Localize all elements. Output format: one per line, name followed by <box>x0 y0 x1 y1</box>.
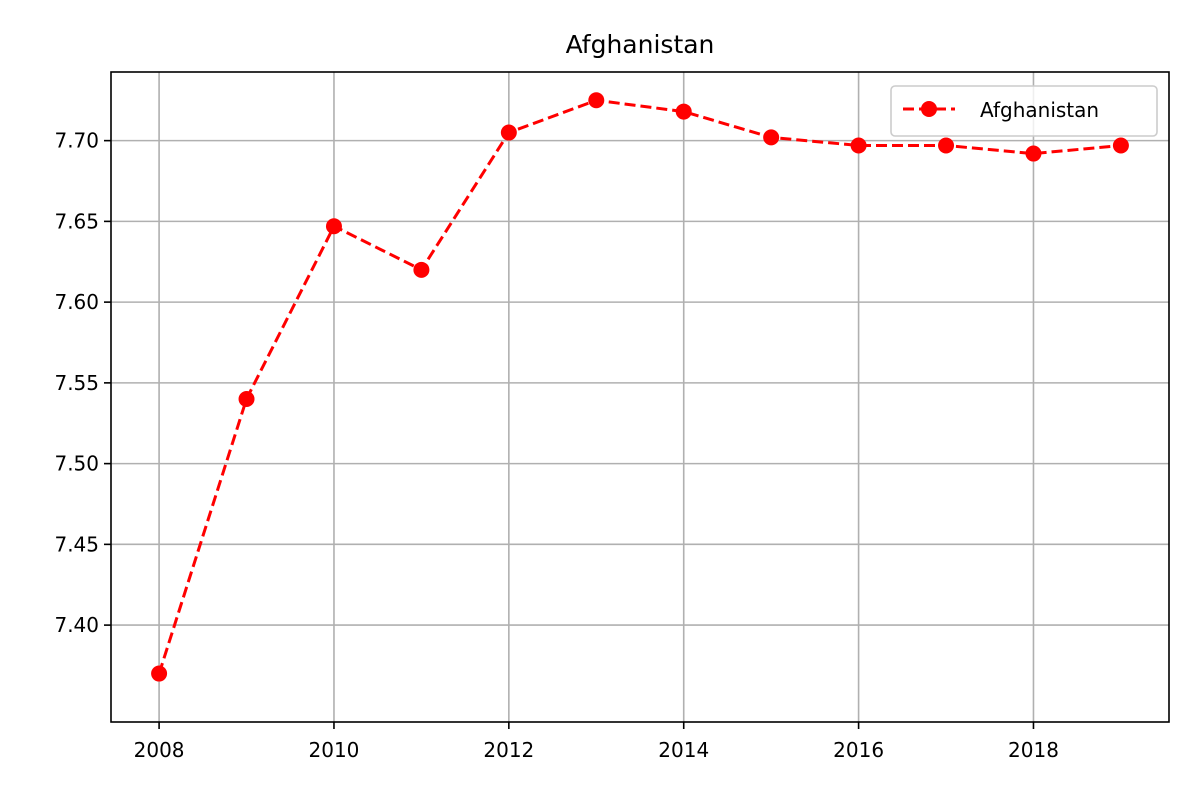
data-point <box>151 665 168 682</box>
data-point <box>413 261 430 278</box>
data-point <box>850 137 867 154</box>
chart-title: Afghanistan <box>566 30 715 59</box>
x-tick-label: 2012 <box>483 738 534 762</box>
x-tick-label: 2018 <box>1008 738 1059 762</box>
y-tick-label: 7.65 <box>54 209 99 233</box>
axis-ticks: 2008 2010 2012 2014 2016 2018 7.40 7.45 7.50 7.55… <box>54 129 1058 762</box>
x-tick-label: 2014 <box>658 738 709 762</box>
data-point <box>325 218 342 235</box>
x-tick-label: 2016 <box>833 738 884 762</box>
x-tick-label: 2008 <box>134 738 185 762</box>
y-tick-label: 7.60 <box>54 290 99 314</box>
y-tick-label: 7.40 <box>54 613 99 637</box>
data-point <box>238 391 255 408</box>
y-tick-label: 7.50 <box>54 452 99 476</box>
y-tick-label: 7.55 <box>54 371 99 395</box>
y-tick-label: 7.70 <box>54 129 99 153</box>
data-point <box>675 103 692 120</box>
grid <box>111 72 1169 722</box>
legend-marker-swatch <box>921 101 937 117</box>
data-point <box>763 129 780 146</box>
data-point <box>500 124 517 141</box>
y-tick-label: 7.45 <box>54 532 99 556</box>
data-point <box>1025 145 1042 162</box>
data-point <box>938 137 955 154</box>
data-point <box>588 92 605 109</box>
legend-label: Afghanistan <box>980 98 1099 122</box>
legend-box <box>890 85 1158 137</box>
x-tick-label: 2010 <box>309 738 360 762</box>
legend: Afghanistan <box>890 85 1158 137</box>
series-layer <box>151 92 1129 682</box>
plot-frame <box>110 71 1170 723</box>
data-point <box>1112 137 1129 154</box>
series-line <box>157 98 1122 675</box>
